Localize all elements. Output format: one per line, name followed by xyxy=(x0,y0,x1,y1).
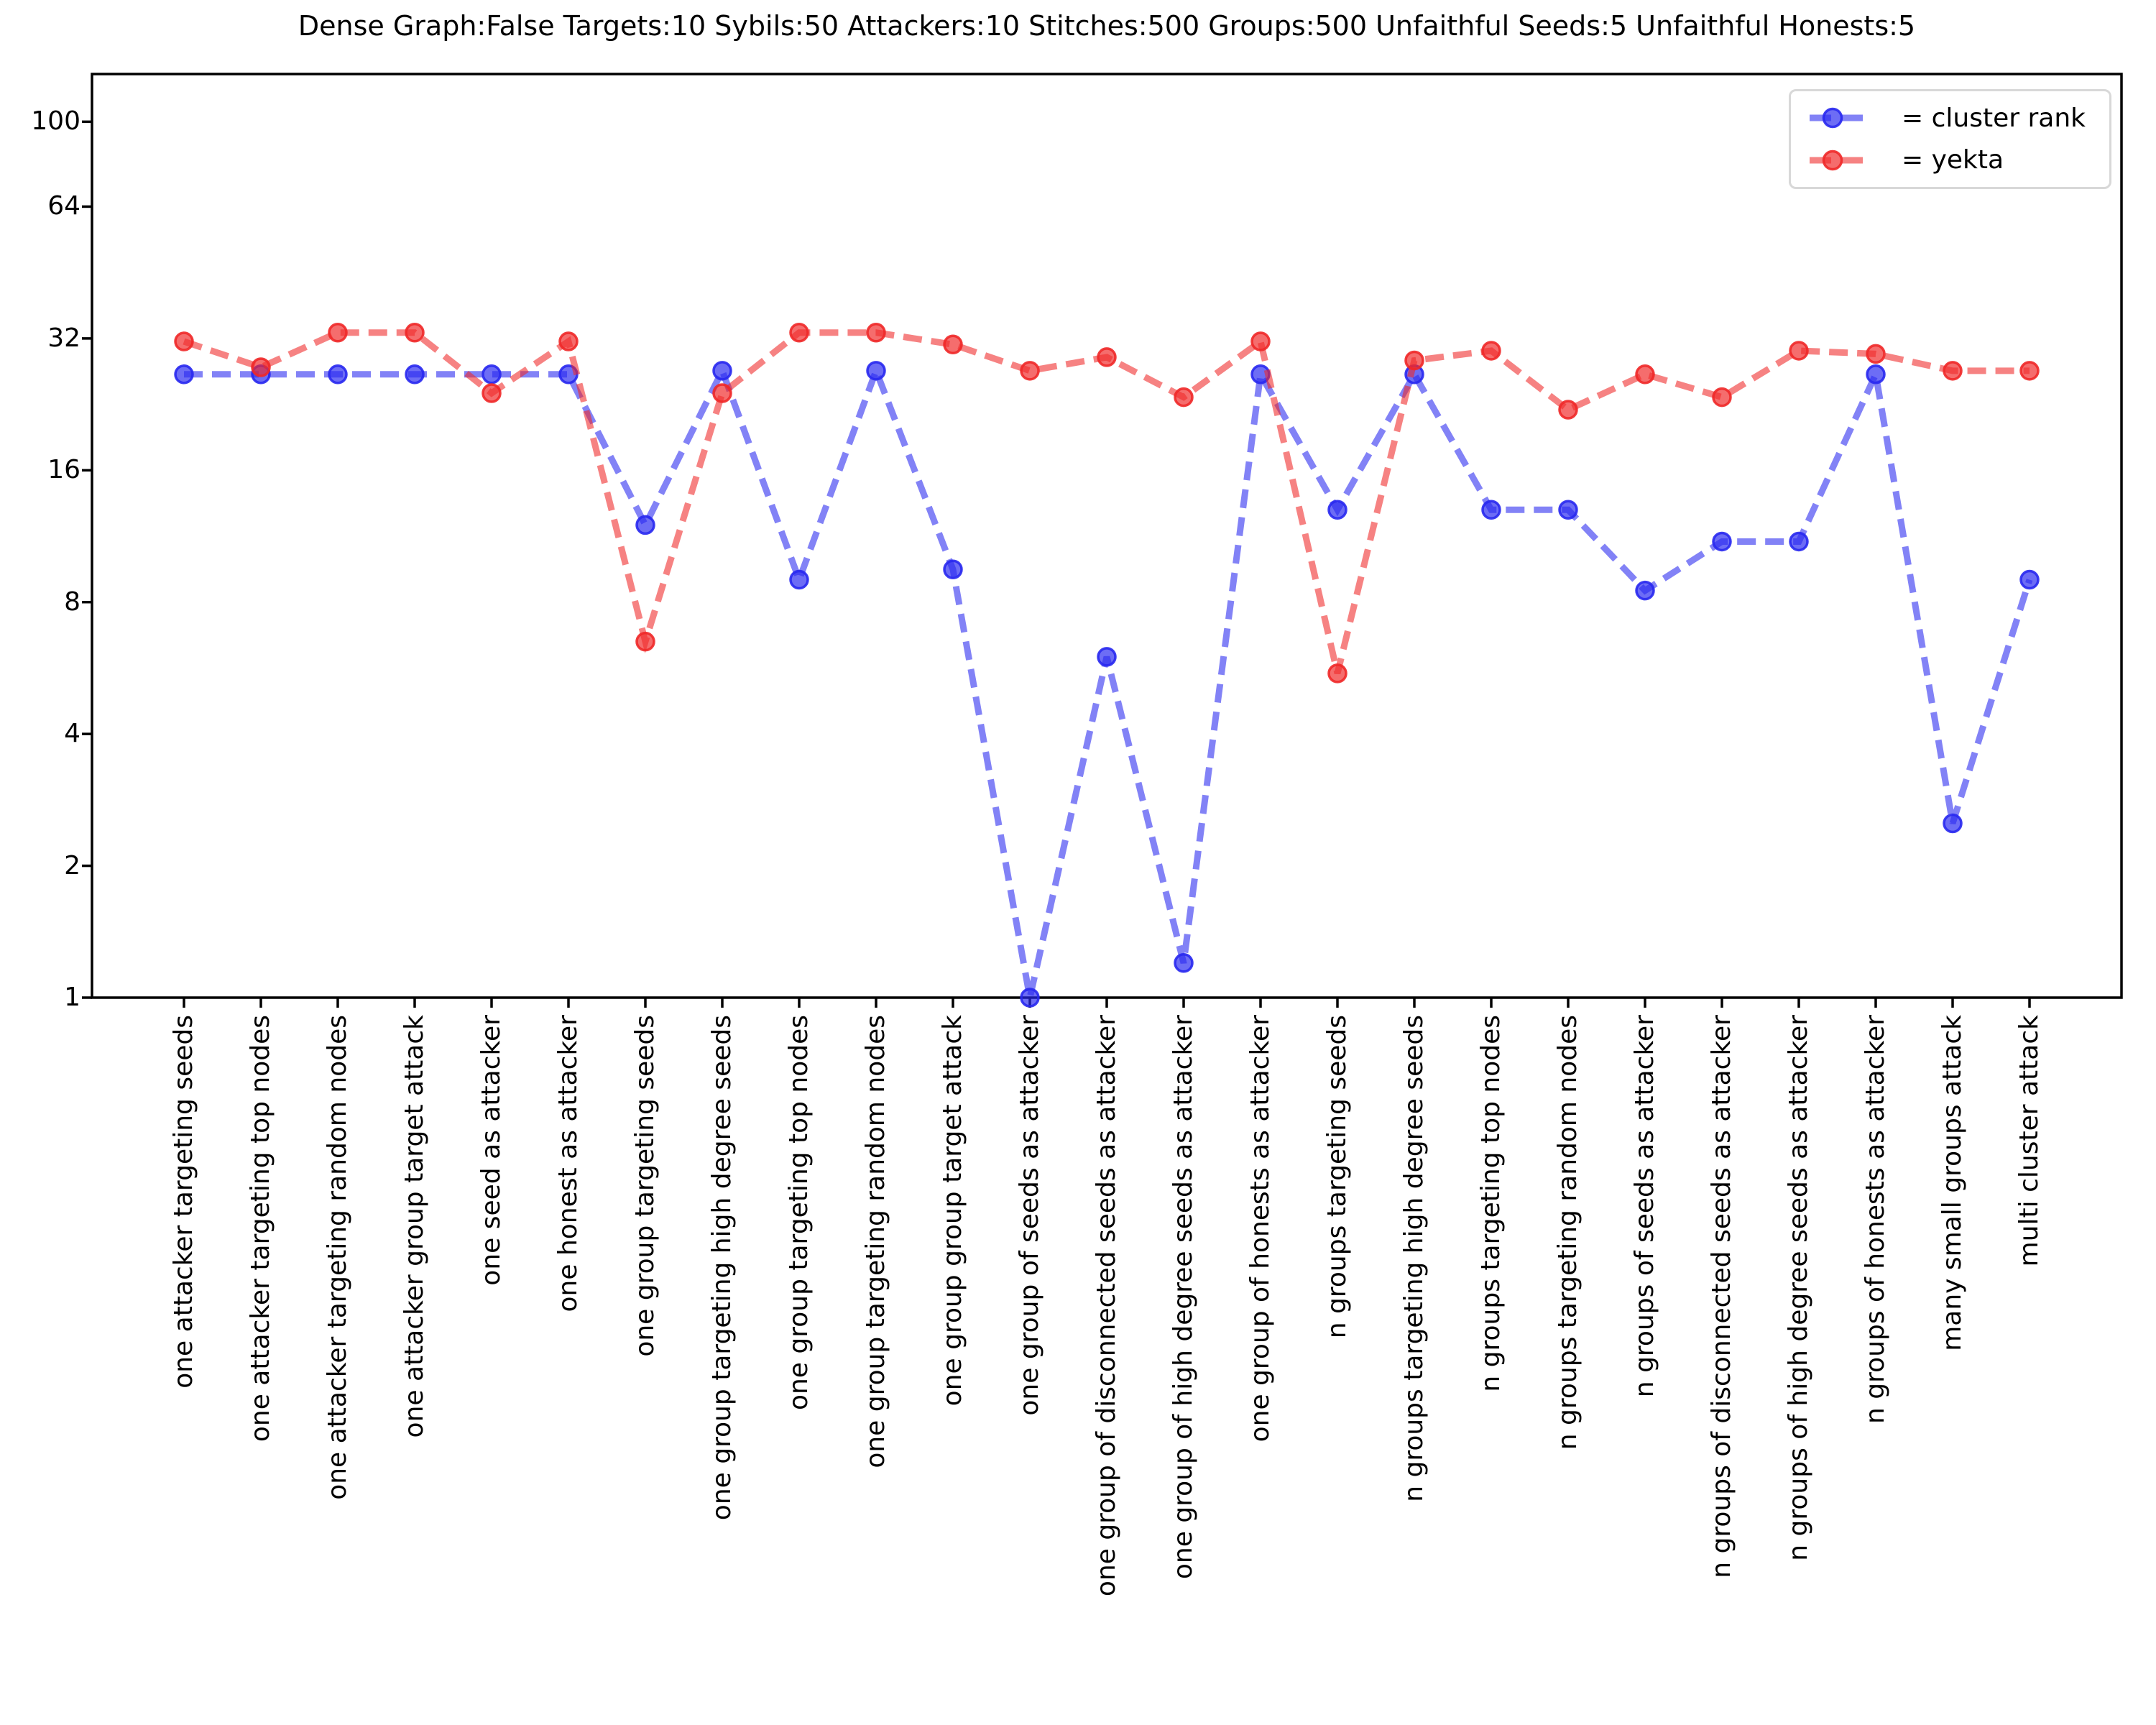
data-point-cluster-rank xyxy=(1943,813,1963,834)
y-tick-label: 32 xyxy=(47,323,80,353)
data-point-yekta xyxy=(1558,400,1578,420)
y-tick-label: 2 xyxy=(64,850,80,880)
legend-sample-yekta xyxy=(1810,150,1873,170)
data-point-cluster-rank xyxy=(1712,531,1732,552)
data-point-cluster-rank xyxy=(1558,500,1578,520)
x-tick-label: one group group target attack xyxy=(938,1015,967,1407)
data-point-cluster-rank xyxy=(1020,988,1040,1008)
legend-sample-cluster-rank xyxy=(1810,108,1873,129)
data-point-yekta xyxy=(1789,341,1809,361)
data-point-yekta xyxy=(1327,663,1348,684)
data-point-yekta xyxy=(1097,347,1117,367)
data-point-cluster-rank xyxy=(635,515,655,535)
y-tick-label: 100 xyxy=(31,106,80,137)
data-point-yekta xyxy=(1174,387,1194,408)
series-line-yekta xyxy=(183,329,2030,674)
x-tick-label: n groups targeting high degree seeds xyxy=(1399,1015,1429,1502)
x-tick-label: one group of honests as attacker xyxy=(1245,1015,1275,1443)
y-tick-label: 64 xyxy=(47,191,80,221)
data-point-cluster-rank xyxy=(482,364,502,385)
data-point-yekta xyxy=(1481,341,1501,361)
x-tick-label: n groups targeting top nodes xyxy=(1476,1015,1506,1392)
data-point-cluster-rank xyxy=(789,569,809,590)
x-tick-label: n groups of honests as attacker xyxy=(1861,1015,1890,1424)
data-point-yekta xyxy=(1943,361,1963,381)
data-point-cluster-rank xyxy=(1866,364,1886,385)
x-tick-label: one attacker targeting seeds xyxy=(169,1015,198,1389)
data-point-cluster-rank xyxy=(328,364,348,385)
data-point-cluster-rank xyxy=(866,361,886,381)
legend-entry-yekta: = yekta xyxy=(1807,145,2109,175)
x-tick-label: n groups targeting random nodes xyxy=(1553,1015,1583,1450)
data-point-yekta xyxy=(1866,344,1886,364)
x-tick-label: n groups of seeds as attacker xyxy=(1630,1015,1659,1398)
data-point-yekta xyxy=(558,331,579,351)
data-point-yekta xyxy=(251,357,271,377)
data-point-cluster-rank xyxy=(943,559,963,580)
data-point-yekta xyxy=(174,331,194,351)
data-point-yekta xyxy=(635,631,655,652)
x-tick-label: n groups of disconnected seeds as attack… xyxy=(1707,1015,1736,1578)
y-tick-label: 16 xyxy=(47,455,80,485)
series-line-cluster-rank xyxy=(184,362,2033,998)
x-tick-label: one attacker group target attack xyxy=(400,1015,429,1438)
data-point-yekta xyxy=(482,383,502,403)
x-tick-label: n groups of high degree seeds as attacke… xyxy=(1784,1015,1813,1561)
data-point-yekta xyxy=(405,322,425,343)
data-point-yekta xyxy=(943,334,963,355)
data-point-cluster-rank xyxy=(712,361,732,381)
data-point-cluster-rank xyxy=(1789,531,1809,552)
x-tick-label: multi cluster attack xyxy=(2014,1015,2044,1267)
data-point-cluster-rank xyxy=(174,364,194,385)
y-tick-label: 1 xyxy=(64,983,80,1012)
x-tick-label: one group of high degree seeds as attack… xyxy=(1169,1015,1198,1580)
x-tick-label: n groups targeting seeds xyxy=(1322,1015,1352,1339)
data-point-yekta xyxy=(328,322,348,343)
x-tick-label: many small groups attack xyxy=(1938,1015,1967,1351)
data-point-yekta xyxy=(1020,361,1040,381)
data-point-cluster-rank xyxy=(1174,953,1194,973)
x-tick-label: one seed as attacker xyxy=(476,1015,506,1286)
x-tick-label: one attacker targeting top nodes xyxy=(246,1015,275,1443)
data-point-cluster-rank xyxy=(405,364,425,385)
x-tick-label: one attacker targeting random nodes xyxy=(323,1015,352,1500)
data-point-yekta xyxy=(712,383,732,403)
legend: = cluster rank = yekta xyxy=(1789,89,2111,189)
legend-entry-cluster-rank: = cluster rank xyxy=(1807,104,2109,133)
data-point-cluster-rank xyxy=(1327,500,1348,520)
x-tick-label: one group targeting high degree seeds xyxy=(707,1015,737,1521)
x-tick-label: one group of seeds as attacker xyxy=(1015,1015,1044,1416)
axes-frame xyxy=(91,73,2123,999)
data-point-yekta xyxy=(789,322,809,343)
data-point-yekta xyxy=(1250,331,1271,351)
data-point-yekta xyxy=(1635,364,1655,385)
legend-label-yekta: = yekta xyxy=(1902,145,2004,175)
legend-marker xyxy=(1822,150,1843,170)
legend-marker xyxy=(1822,108,1843,129)
data-point-yekta xyxy=(2019,361,2040,381)
data-point-yekta xyxy=(1712,387,1732,408)
y-tick-label: 8 xyxy=(64,586,80,617)
data-point-cluster-rank xyxy=(1635,580,1655,601)
x-tick-label: one group targeting random nodes xyxy=(861,1015,890,1468)
chart-title: Dense Graph:False Targets:10 Sybils:50 A… xyxy=(298,10,1916,42)
data-point-yekta xyxy=(1404,350,1424,371)
x-tick-label: one group targeting seeds xyxy=(630,1015,660,1357)
data-point-yekta xyxy=(866,322,886,343)
x-tick-label: one group of disconnected seeds as attac… xyxy=(1092,1015,1121,1597)
data-point-cluster-rank xyxy=(1097,647,1117,667)
x-tick-label: one honest as attacker xyxy=(553,1015,583,1312)
y-tick-label: 4 xyxy=(64,719,80,749)
data-point-cluster-rank xyxy=(1481,500,1501,520)
legend-label-cluster-rank: = cluster rank xyxy=(1902,103,2086,133)
x-tick-label: one group targeting top nodes xyxy=(784,1015,814,1411)
data-point-cluster-rank xyxy=(2019,569,2040,590)
